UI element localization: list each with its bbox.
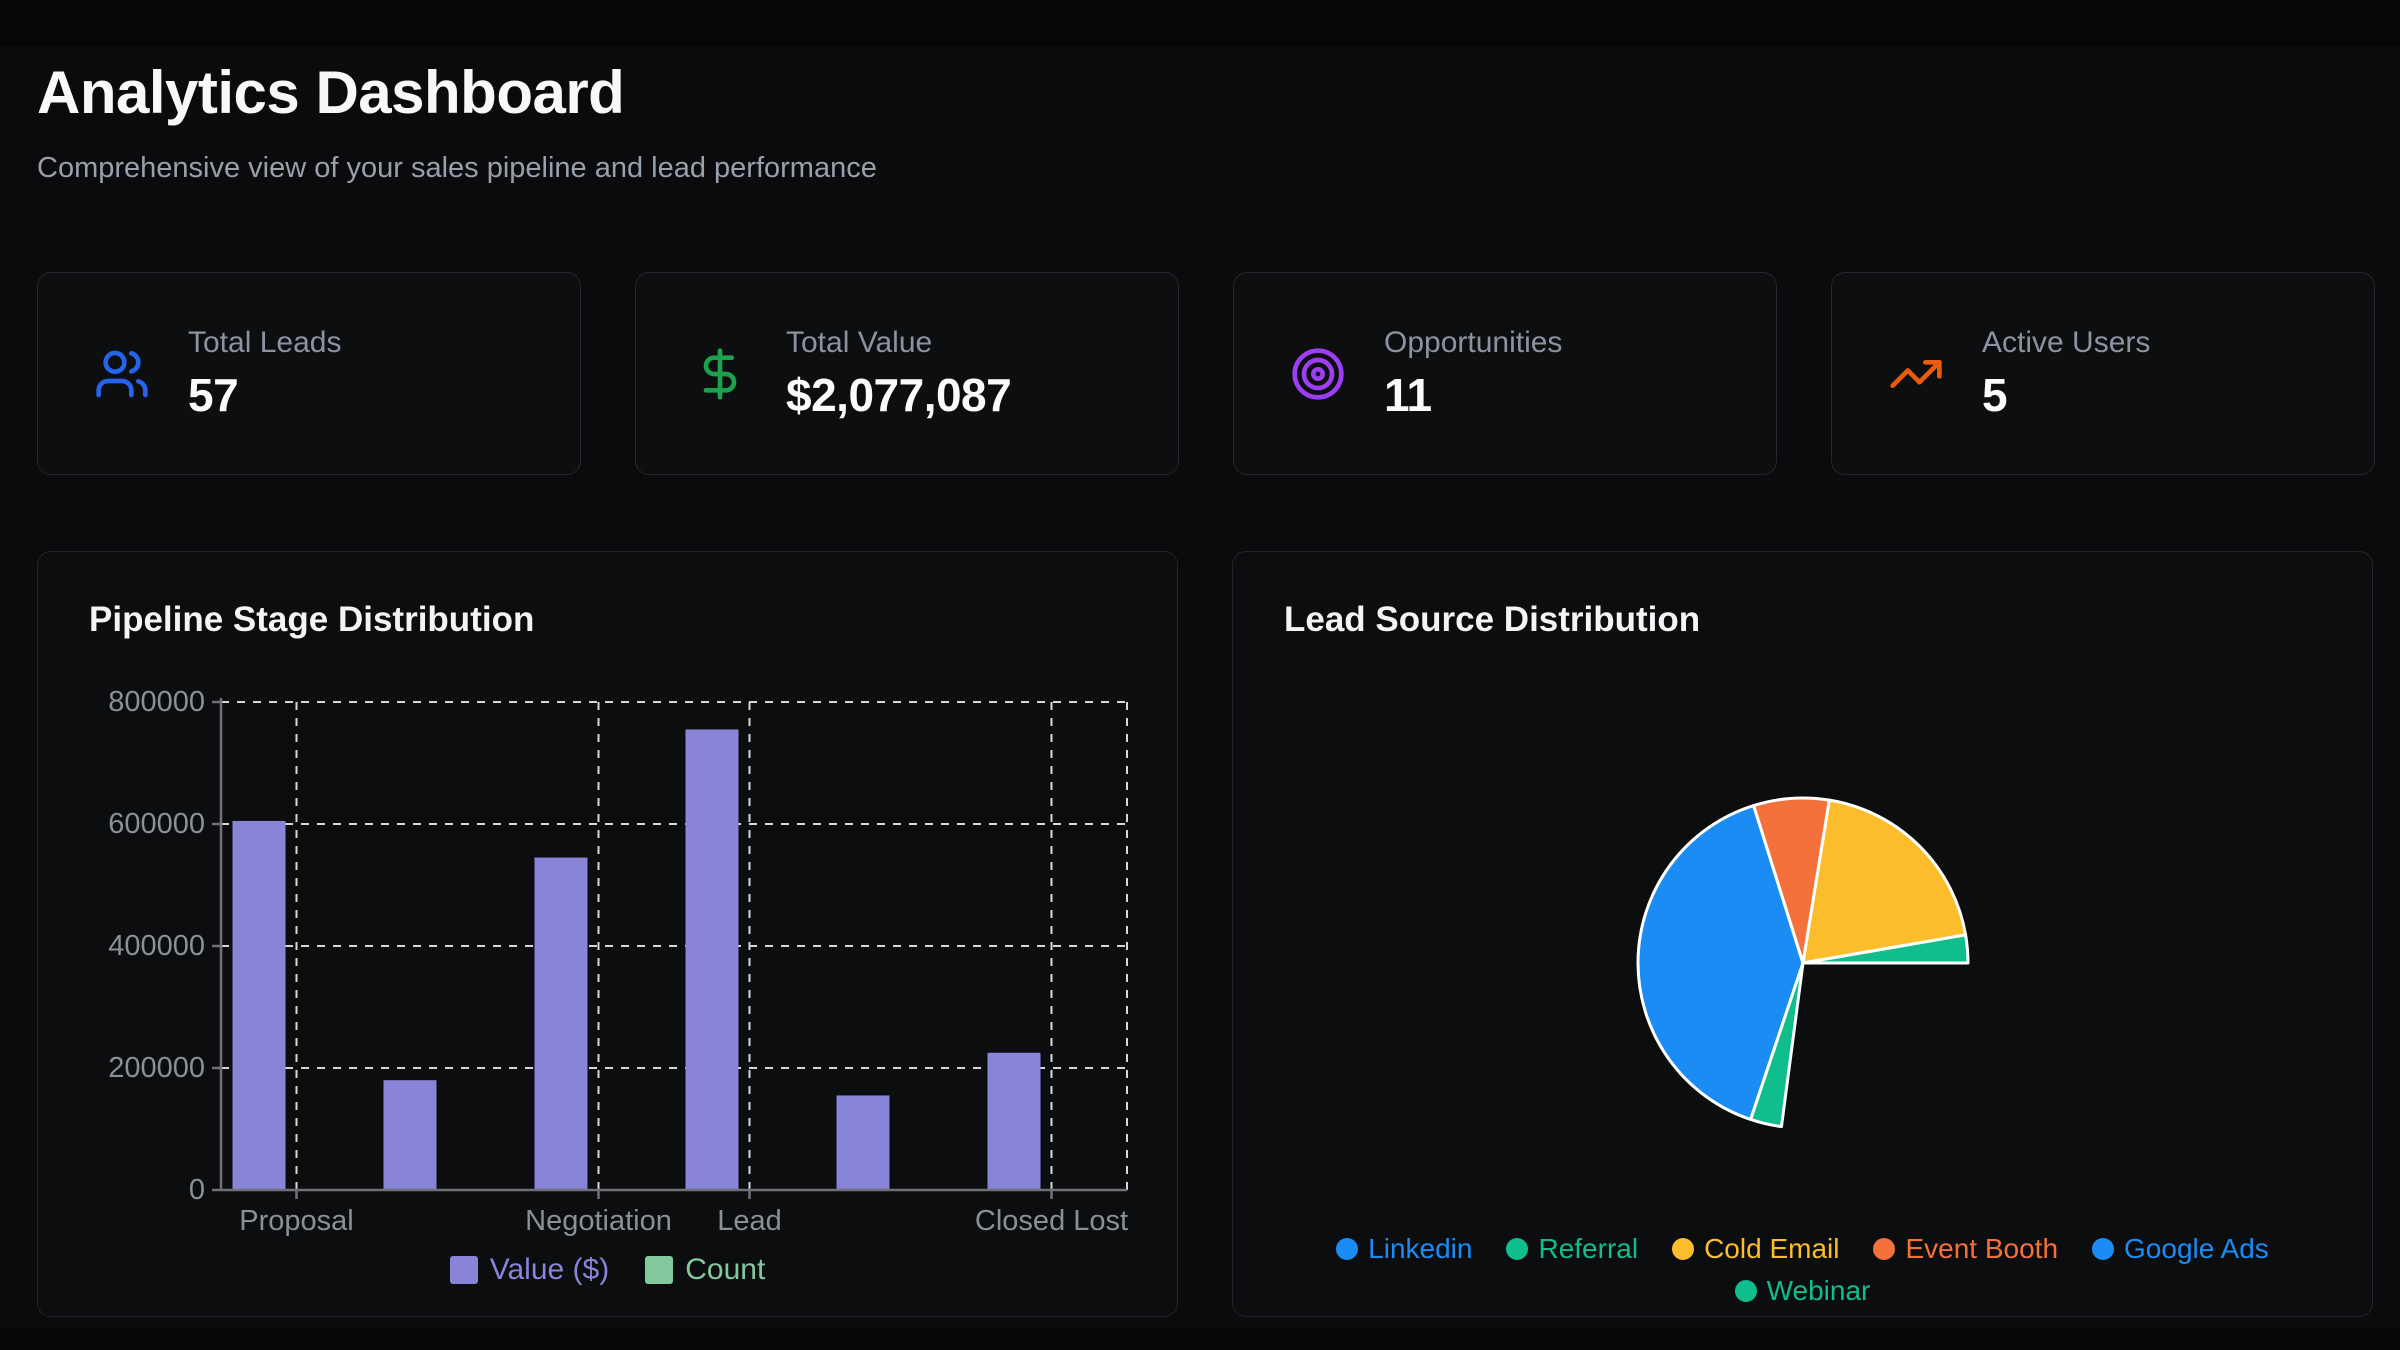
legend-dot bbox=[1672, 1238, 1695, 1260]
lead-source-panel: Lead Source Distribution Linkedin Referra… bbox=[1232, 551, 2373, 1317]
legend-dot bbox=[1734, 1280, 1757, 1302]
pie-legend-item-linkedin: Linkedin bbox=[1336, 1233, 1472, 1265]
pie-legend-item-cold-email: Cold Email bbox=[1672, 1233, 1839, 1265]
page-title: Analytics Dashboard bbox=[37, 59, 625, 126]
legend-dot bbox=[1336, 1238, 1359, 1260]
legend-dot bbox=[1873, 1238, 1896, 1260]
value-swatch bbox=[449, 1256, 478, 1284]
y-tick-label: 200000 bbox=[108, 1052, 205, 1084]
bar-negotiation[interactable] bbox=[534, 857, 588, 1190]
legend-label: Google Ads bbox=[2124, 1233, 2269, 1264]
top-bar bbox=[0, 0, 2400, 46]
stat-card-total-value: Total Value $2,077,087 bbox=[635, 272, 1179, 475]
pie-legend-row: Webinar bbox=[1734, 1275, 1871, 1307]
dollar-icon bbox=[692, 346, 748, 402]
stat-value: $2,077,087 bbox=[786, 368, 1012, 421]
bar-stage-5[interactable] bbox=[836, 1095, 890, 1190]
stat-value: 5 bbox=[1982, 368, 2008, 421]
stat-card-total-leads: Total Leads 57 bbox=[37, 272, 581, 475]
pie-legend-item-webinar: Webinar bbox=[1734, 1275, 1871, 1307]
pipeline-bar-chart[interactable]: 0 200000 400000 600000 800000 Proposal Negotia… bbox=[38, 681, 1179, 1241]
x-tick-label: Negotiation bbox=[525, 1205, 672, 1237]
page-subtitle: Comprehensive view of your sales pipelin… bbox=[37, 152, 877, 184]
legend-label: Cold Email bbox=[1704, 1233, 1840, 1264]
legend-item-value: Value ($) bbox=[449, 1253, 610, 1287]
pie-slice-linkedin[interactable] bbox=[1636, 804, 1805, 1121]
pie-slice-cold-email[interactable] bbox=[1801, 798, 1968, 965]
pipeline-stage-panel: Pipeline Stage Distribution 0 200000 40000… bbox=[37, 551, 1178, 1317]
legend-label: Value ($) bbox=[489, 1253, 610, 1286]
pie-slice-referral[interactable] bbox=[1801, 933, 1970, 965]
lead-source-pie-chart[interactable] bbox=[1601, 756, 2041, 1176]
stat-label: Total Value bbox=[786, 325, 933, 359]
pie-legend-row: Linkedin Referral Cold Email Event Booth Goo… bbox=[1336, 1233, 2269, 1265]
pie-chart-title: Lead Source Distribution bbox=[1284, 600, 1701, 639]
users-icon bbox=[94, 346, 150, 402]
stat-label: Total Leads bbox=[188, 325, 342, 359]
stat-label: Opportunities bbox=[1384, 325, 1563, 359]
bar-closed-lost[interactable] bbox=[987, 1052, 1041, 1190]
legend-label: Linkedin bbox=[1368, 1233, 1473, 1264]
y-tick-label: 800000 bbox=[108, 686, 205, 718]
legend-item-count: Count bbox=[645, 1253, 765, 1287]
legend-label: Count bbox=[685, 1253, 766, 1286]
bar-chart-title: Pipeline Stage Distribution bbox=[89, 600, 535, 639]
stat-label: Active Users bbox=[1982, 325, 2151, 359]
x-tick-label: Lead bbox=[717, 1205, 782, 1237]
legend-label: Webinar bbox=[1766, 1275, 1871, 1306]
bar-proposal[interactable] bbox=[232, 820, 286, 1190]
y-tick-label: 400000 bbox=[108, 930, 205, 962]
bar-chart-legend: Value ($) Count bbox=[38, 1253, 1177, 1287]
x-tick-label: Proposal bbox=[239, 1205, 353, 1237]
pie-legend-item-google-ads: Google Ads bbox=[2092, 1233, 2269, 1265]
x-tick-label: Closed Lost bbox=[975, 1205, 1128, 1237]
stats-row: Total Leads 57 Total Value $2,077,087 Op… bbox=[37, 272, 2375, 475]
stat-card-active-users: Active Users 5 bbox=[1831, 272, 2375, 475]
stat-card-opportunities: Opportunities 11 bbox=[1233, 272, 1777, 475]
legend-dot bbox=[1506, 1238, 1529, 1260]
legend-dot bbox=[2092, 1238, 2115, 1260]
legend-label: Event Booth bbox=[1905, 1233, 2059, 1264]
stat-value: 11 bbox=[1384, 368, 1432, 421]
bar-lead[interactable] bbox=[685, 729, 739, 1190]
pie-legend-item-referral: Referral bbox=[1506, 1233, 1638, 1265]
trending-up-icon bbox=[1888, 346, 1944, 402]
count-swatch bbox=[645, 1256, 674, 1284]
y-tick-label: 0 bbox=[189, 1174, 205, 1206]
target-icon bbox=[1290, 346, 1346, 402]
stat-value: 57 bbox=[188, 368, 239, 421]
y-tick-label: 600000 bbox=[108, 808, 205, 840]
pie-slice-webinar[interactable] bbox=[1749, 961, 1805, 1129]
bottom-bar bbox=[0, 1328, 2400, 1350]
pie-legend-item-event-booth: Event Booth bbox=[1873, 1233, 2058, 1265]
pie-chart-legend: Linkedin Referral Cold Email Event Booth Goo… bbox=[1233, 1233, 2372, 1307]
legend-label: Referral bbox=[1538, 1233, 1639, 1264]
bar-stage-2[interactable] bbox=[383, 1080, 437, 1190]
